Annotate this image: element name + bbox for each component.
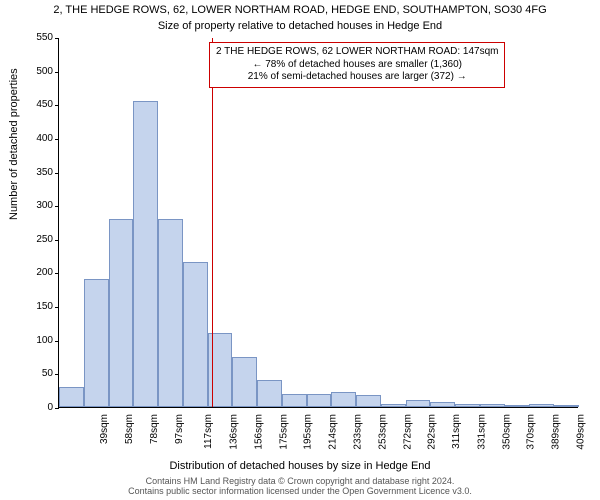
x-tick-label: 233sqm	[353, 414, 364, 450]
y-tick-mark	[55, 240, 59, 241]
histogram-bar	[109, 219, 134, 407]
y-tick-mark	[55, 139, 59, 140]
y-tick-label: 250	[23, 234, 53, 245]
y-tick-label: 150	[23, 301, 53, 312]
histogram-bar	[430, 402, 455, 407]
x-tick-label: 58sqm	[124, 414, 135, 444]
histogram-bar	[183, 262, 208, 407]
page-title: 2, THE HEDGE ROWS, 62, LOWER NORTHAM ROA…	[0, 4, 600, 16]
footer-line-2: Contains public sector information licen…	[0, 486, 600, 496]
histogram-bar	[554, 405, 579, 407]
y-tick-label: 100	[23, 335, 53, 346]
y-tick-mark	[55, 341, 59, 342]
x-tick-label: 331sqm	[476, 414, 487, 450]
y-tick-label: 0	[23, 402, 53, 413]
y-axis-label: Number of detached properties	[8, 68, 20, 220]
histogram-bar	[381, 404, 406, 407]
x-tick-label: 409sqm	[575, 414, 586, 450]
x-tick-label: 78sqm	[149, 414, 160, 444]
y-tick-mark	[55, 307, 59, 308]
x-tick-label: 253sqm	[377, 414, 388, 450]
y-tick-mark	[55, 72, 59, 73]
y-tick-mark	[55, 408, 59, 409]
histogram-bar	[529, 404, 554, 407]
histogram-bar	[282, 394, 307, 407]
x-tick-label: 195sqm	[303, 414, 314, 450]
plot-area: 05010015020025030035040045050055039sqm58…	[58, 38, 578, 408]
histogram-bar	[455, 404, 480, 407]
x-tick-label: 39sqm	[99, 414, 110, 444]
annotation-line-2: ← 78% of detached houses are smaller (1,…	[216, 59, 498, 72]
y-tick-label: 350	[23, 167, 53, 178]
x-tick-label: 175sqm	[278, 414, 289, 450]
histogram-bar	[133, 101, 158, 407]
chart-container: 2, THE HEDGE ROWS, 62, LOWER NORTHAM ROA…	[0, 0, 600, 500]
histogram-bar	[356, 395, 381, 407]
x-tick-label: 350sqm	[501, 414, 512, 450]
y-tick-label: 500	[23, 66, 53, 77]
y-tick-label: 200	[23, 267, 53, 278]
annotation-line-1: 2 THE HEDGE ROWS, 62 LOWER NORTHAM ROAD:…	[216, 46, 498, 59]
y-tick-label: 450	[23, 99, 53, 110]
x-tick-label: 136sqm	[229, 414, 240, 450]
y-tick-mark	[55, 273, 59, 274]
x-tick-label: 156sqm	[254, 414, 265, 450]
x-tick-label: 214sqm	[328, 414, 339, 450]
y-tick-label: 400	[23, 133, 53, 144]
footer-attribution: Contains HM Land Registry data © Crown c…	[0, 476, 600, 497]
x-tick-label: 292sqm	[427, 414, 438, 450]
histogram-bar	[505, 405, 530, 407]
histogram-bar	[480, 404, 505, 407]
x-tick-label: 311sqm	[451, 414, 462, 449]
y-tick-mark	[55, 105, 59, 106]
histogram-bar	[84, 279, 109, 407]
x-axis-label: Distribution of detached houses by size …	[0, 460, 600, 472]
x-tick-label: 272sqm	[402, 414, 413, 450]
reference-line	[212, 38, 213, 407]
annotation-line-3: 21% of semi-detached houses are larger (…	[216, 71, 498, 84]
chart-subtitle: Size of property relative to detached ho…	[0, 20, 600, 32]
histogram-bar	[307, 394, 332, 407]
y-tick-label: 300	[23, 200, 53, 211]
y-tick-mark	[55, 38, 59, 39]
histogram-bar	[59, 387, 84, 407]
histogram-bar	[257, 380, 282, 407]
x-tick-label: 370sqm	[526, 414, 537, 450]
histogram-bar	[158, 219, 183, 407]
annotation-box: 2 THE HEDGE ROWS, 62 LOWER NORTHAM ROAD:…	[209, 42, 505, 88]
y-tick-mark	[55, 173, 59, 174]
y-tick-mark	[55, 374, 59, 375]
y-tick-label: 50	[23, 368, 53, 379]
footer-line-1: Contains HM Land Registry data © Crown c…	[0, 476, 600, 486]
histogram-bar	[331, 392, 356, 407]
histogram-bar	[232, 357, 257, 407]
histogram-bar	[406, 400, 431, 407]
y-tick-label: 550	[23, 32, 53, 43]
x-tick-label: 97sqm	[174, 414, 185, 444]
y-tick-mark	[55, 206, 59, 207]
x-tick-label: 389sqm	[551, 414, 562, 450]
x-tick-label: 117sqm	[203, 414, 214, 449]
